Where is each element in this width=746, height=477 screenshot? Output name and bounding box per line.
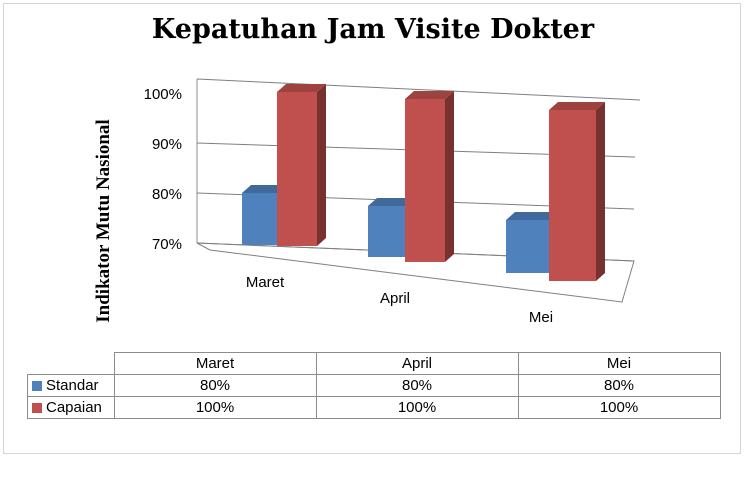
bar-capaian-mei <box>549 110 596 281</box>
bar-top-capaian <box>405 91 454 99</box>
data-table-corner <box>27 352 115 375</box>
legend-capaian: Capaian <box>27 396 115 419</box>
x-tick-label: Mei <box>529 309 553 326</box>
table-cell-standar-maret: 80% <box>113 374 317 397</box>
bar-standar-maret <box>242 193 277 245</box>
bar-top-standar <box>368 198 414 206</box>
table-cell-capaian-mei: 100% <box>517 396 721 419</box>
data-table-row-standar: Standar 80% 80% 80% <box>27 374 721 397</box>
table-header-april: April <box>315 352 519 375</box>
legend-standar: Standar <box>27 374 115 397</box>
x-tick-label: Maret <box>246 274 285 291</box>
legend-label-standar: Standar <box>46 377 99 394</box>
plot-area: 70% 80% 90% 100% Maret April Mei <box>144 78 641 326</box>
y-tick-label: 90% <box>152 136 182 153</box>
bar-top-capaian <box>549 102 605 110</box>
table-cell-standar-april: 80% <box>315 374 519 397</box>
y-tick-label: 100% <box>144 86 182 103</box>
table-cell-capaian-april: 100% <box>315 396 519 419</box>
bar-top-standar <box>506 212 558 220</box>
y-tick-label: 80% <box>152 186 182 203</box>
bar-side-capaian <box>445 91 454 262</box>
bar-capaian-april <box>405 99 445 262</box>
gridline <box>196 78 641 101</box>
data-table-row-capaian: Capaian 100% 100% 100% <box>27 396 721 419</box>
legend-swatch-standar <box>32 381 42 391</box>
bar-capaian-maret <box>277 92 317 246</box>
bar-top-standar <box>242 185 286 193</box>
x-tick-label: April <box>380 290 410 307</box>
chart-title: Kepatuhan Jam Visite Dokter <box>151 14 595 45</box>
data-table: Maret April Mei Standar 80% 80% 80% Capa… <box>27 352 721 419</box>
bar-standar-mei <box>506 220 549 273</box>
bar-standar-april <box>368 206 405 257</box>
data-table-header-row: Maret April Mei <box>27 352 721 375</box>
bar-side-capaian <box>596 102 605 281</box>
table-header-maret: Maret <box>113 352 317 375</box>
table-cell-capaian-maret: 100% <box>113 396 317 419</box>
bar-side-capaian <box>317 84 326 246</box>
bar-top-capaian <box>277 84 326 92</box>
table-header-mei: Mei <box>517 352 721 375</box>
table-cell-standar-mei: 80% <box>517 374 721 397</box>
legend-label-capaian: Capaian <box>46 399 102 416</box>
legend-swatch-capaian <box>32 403 42 413</box>
y-tick-label: 70% <box>152 236 182 253</box>
